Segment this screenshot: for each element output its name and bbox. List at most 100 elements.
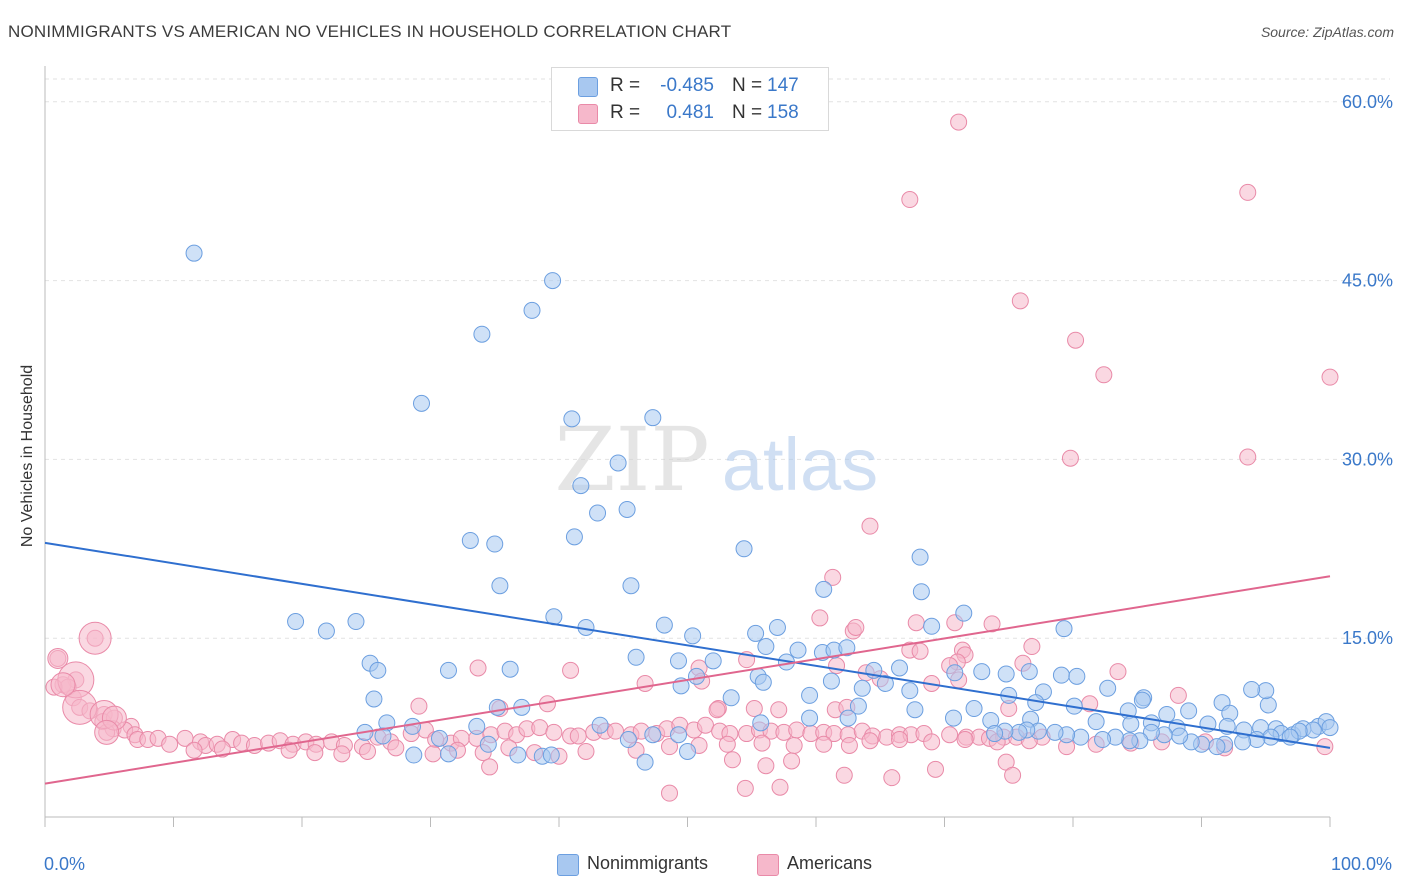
nonimmigrants-point — [747, 624, 765, 642]
y-tick-label: 15.0% — [1342, 628, 1393, 648]
americans-point — [745, 700, 763, 718]
nonimmigrants-point — [287, 613, 305, 631]
nonimmigrants-point — [670, 726, 688, 744]
nonimmigrants-point — [901, 682, 919, 700]
legend-n-value: 158 — [767, 102, 799, 123]
nonimmigrants-point — [317, 622, 335, 640]
nonimmigrants-point — [891, 659, 909, 677]
nonimmigrants-point — [1304, 721, 1322, 739]
nonimmigrants-point — [644, 409, 662, 427]
nonimmigrants-point — [430, 729, 448, 747]
americans-point — [815, 735, 833, 753]
nonimmigrants-point — [1248, 731, 1266, 749]
y-tick-label: 60.0% — [1342, 92, 1393, 112]
americans-point — [861, 517, 879, 535]
nonimmigrants-point — [439, 661, 457, 679]
americans-point — [861, 732, 879, 750]
americans-point — [661, 738, 679, 756]
nonimmigrants-point — [565, 528, 583, 546]
nonimmigrants-point — [563, 410, 581, 428]
nonimmigrants-point — [986, 725, 1004, 743]
legend-swatch-americans — [757, 854, 779, 876]
nonimmigrants-point — [1171, 727, 1189, 745]
nonimmigrants-point — [853, 679, 871, 697]
nonimmigrants-point — [768, 618, 786, 636]
nonimmigrants-point — [185, 244, 203, 262]
nonimmigrants-point — [374, 727, 392, 745]
americans-point — [410, 697, 428, 715]
americans-point — [1061, 449, 1079, 467]
nonimmigrants-point — [636, 753, 654, 771]
americans-point — [636, 674, 654, 692]
nonimmigrants-point — [572, 477, 590, 495]
legend-n-value: 147 — [767, 75, 799, 96]
nonimmigrants-point — [509, 746, 527, 764]
nonimmigrants-point — [479, 735, 497, 753]
source-label[interactable]: Source: ZipAtlas.com — [1260, 24, 1394, 40]
y-tick-label: 45.0% — [1342, 271, 1393, 291]
nonimmigrants-point — [609, 454, 627, 472]
axes — [44, 66, 1331, 827]
legend-r-value: -0.485 — [660, 75, 714, 96]
y-tick-label: 30.0% — [1342, 449, 1393, 469]
americans-point — [785, 736, 803, 754]
legend-r-label: R = — [610, 75, 641, 96]
chart-title: NONIMMIGRANTS VS AMERICAN NO VEHICLES IN… — [8, 22, 732, 41]
americans-point — [661, 784, 679, 802]
nonimmigrants-point — [1087, 713, 1105, 731]
americans-point — [424, 745, 442, 763]
americans-point — [161, 735, 179, 753]
nonimmigrants-point — [491, 577, 509, 595]
nonimmigrants-points — [185, 244, 1339, 771]
americans-point — [1239, 183, 1257, 201]
nonimmigrants-point — [1321, 719, 1339, 737]
nonimmigrants-point — [439, 745, 457, 763]
nonimmigrants-point — [486, 535, 504, 553]
legend-label: Nonimmigrants — [587, 853, 709, 873]
nonimmigrants-point — [965, 700, 983, 718]
nonimmigrants-point — [752, 714, 770, 732]
americans-point — [757, 757, 775, 775]
nonimmigrants-point — [838, 639, 856, 657]
americans-point — [47, 647, 69, 669]
nonimmigrants-point — [618, 500, 636, 518]
grid-lines — [45, 78, 1390, 639]
americans-trend-line — [44, 575, 1331, 785]
americans-point — [333, 745, 351, 763]
nonimmigrants-point — [670, 652, 688, 670]
americans-point — [1067, 331, 1085, 349]
nonimmigrants-point — [405, 746, 423, 764]
americans-point — [770, 701, 788, 719]
nonimmigrants-point — [1259, 696, 1277, 714]
americans-point — [771, 778, 789, 796]
nonimmigrants-point — [754, 673, 772, 691]
nonimmigrants-point — [1072, 728, 1090, 746]
americans-point — [840, 736, 858, 754]
americans-point — [469, 659, 487, 677]
americans-point — [481, 758, 499, 776]
americans-point — [50, 672, 76, 698]
legend-swatch-nonimmigrants — [557, 854, 579, 876]
americans-point — [1023, 638, 1041, 656]
americans-point — [736, 779, 754, 797]
nonimmigrants-point — [973, 663, 991, 681]
watermark-atlas: atlas — [722, 423, 878, 506]
americans-point — [708, 701, 726, 719]
nonimmigrants-point — [1180, 702, 1198, 720]
nonimmigrants-point — [523, 301, 541, 319]
nonimmigrants-point — [944, 709, 962, 727]
americans-point — [1239, 448, 1257, 466]
nonimmigrants-point — [684, 627, 702, 645]
americans-point — [306, 744, 324, 762]
americans-point — [956, 731, 974, 749]
legend-swatch-americans — [578, 104, 598, 124]
americans-point — [1109, 663, 1127, 681]
legend-label: Americans — [787, 853, 873, 873]
nonimmigrants-point — [1234, 733, 1252, 751]
legend-swatch-nonimmigrants — [578, 77, 598, 97]
americans-point — [359, 742, 377, 760]
nonimmigrants-point — [1055, 620, 1073, 638]
americans-point — [901, 191, 919, 209]
correlation-legend: R = -0.485 N = 147 R = 0.481 N = 158 — [551, 67, 829, 131]
